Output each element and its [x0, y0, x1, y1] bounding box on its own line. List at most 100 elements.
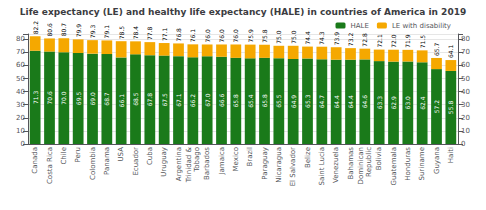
svg-text:20: 20	[461, 114, 470, 122]
svg-text:Bolivia: Bolivia	[375, 147, 383, 170]
svg-text:Guatemala: Guatemala	[390, 147, 398, 186]
svg-text:78.4: 78.4	[132, 26, 139, 40]
svg-text:Costa Rica: Costa Rica	[46, 147, 54, 184]
svg-text:65.8: 65.8	[261, 94, 268, 108]
svg-text:64.9: 64.9	[290, 95, 297, 109]
svg-text:Republic: Republic	[365, 147, 373, 177]
svg-text:70: 70	[16, 48, 25, 56]
svg-text:Mexico: Mexico	[232, 147, 240, 171]
svg-text:Brazil: Brazil	[246, 147, 254, 167]
svg-text:66.2: 66.2	[189, 94, 196, 108]
svg-text:75.8: 75.8	[261, 29, 268, 43]
svg-text:70.0: 70.0	[60, 91, 67, 105]
svg-text:65.8: 65.8	[232, 94, 239, 108]
svg-text:20: 20	[16, 114, 25, 122]
svg-text:75.9: 75.9	[247, 29, 254, 43]
svg-text:55.8: 55.8	[447, 101, 454, 115]
svg-text:65.3: 65.3	[304, 94, 311, 108]
svg-text:Guyana: Guyana	[433, 147, 441, 174]
svg-text:70: 70	[461, 48, 470, 56]
svg-text:63.0: 63.0	[404, 96, 411, 110]
svg-text:67.8: 67.8	[146, 93, 153, 107]
svg-text:70.6: 70.6	[46, 91, 53, 105]
svg-text:10: 10	[461, 127, 470, 135]
svg-text:HALE: HALE	[351, 22, 369, 30]
svg-text:80.7: 80.7	[60, 23, 67, 37]
svg-text:64.4: 64.4	[333, 95, 340, 109]
svg-text:78.5: 78.5	[118, 26, 125, 40]
svg-text:Honduras: Honduras	[404, 147, 412, 181]
svg-text:USA: USA	[117, 147, 125, 162]
svg-text:10: 10	[16, 127, 25, 135]
svg-text:0: 0	[21, 140, 25, 148]
svg-text:77.8: 77.8	[146, 27, 153, 41]
svg-text:62.4: 62.4	[419, 96, 426, 110]
svg-text:Dominican: Dominican	[357, 147, 365, 184]
svg-text:Peru: Peru	[74, 147, 82, 163]
svg-text:63.3: 63.3	[376, 96, 383, 110]
svg-text:Panama: Panama	[103, 147, 111, 175]
svg-text:Canada: Canada	[31, 147, 39, 174]
svg-text:Suriname: Suriname	[418, 147, 426, 181]
svg-text:Argentina: Argentina	[175, 147, 183, 181]
svg-text:73.2: 73.2	[347, 33, 354, 47]
svg-text:Bahamas: Bahamas	[347, 147, 355, 180]
svg-text:LE with disability: LE with disability	[392, 22, 451, 30]
svg-text:Uruguay: Uruguay	[160, 147, 168, 177]
svg-text:Cuba: Cuba	[146, 147, 154, 165]
svg-text:64.6: 64.6	[361, 95, 368, 109]
svg-text:0: 0	[461, 140, 465, 148]
svg-text:80: 80	[461, 35, 470, 43]
svg-text:76.0: 76.0	[204, 29, 211, 43]
svg-text:72.0: 72.0	[390, 34, 397, 48]
svg-text:60: 60	[16, 61, 25, 69]
svg-text:65.5: 65.5	[275, 94, 282, 108]
svg-text:64.4: 64.4	[347, 95, 354, 109]
svg-text:71.3: 71.3	[32, 90, 39, 104]
svg-text:64.7: 64.7	[318, 95, 325, 109]
svg-text:Jamaica: Jamaica	[218, 147, 226, 176]
svg-text:Trinidad &: Trinidad &	[185, 146, 193, 183]
svg-text:El Salvador: El Salvador	[289, 147, 297, 186]
svg-text:Saint Lucia: Saint Lucia	[318, 147, 326, 185]
svg-text:76.1: 76.1	[189, 29, 196, 43]
svg-text:Life expectancy (LE) and healt: Life expectancy (LE) and healthy life ex…	[20, 7, 466, 17]
svg-text:30: 30	[461, 101, 470, 109]
svg-text:Paraguay: Paraguay	[261, 147, 269, 180]
svg-text:71.9: 71.9	[404, 34, 411, 48]
svg-text:79.9: 79.9	[75, 24, 82, 38]
svg-text:75.0: 75.0	[290, 30, 297, 44]
svg-text:71.5: 71.5	[419, 35, 426, 49]
svg-text:74.3: 74.3	[318, 31, 325, 45]
svg-text:72.1: 72.1	[376, 34, 383, 48]
svg-text:Ecuador: Ecuador	[132, 147, 140, 176]
svg-text:Haiti: Haiti	[447, 147, 455, 163]
svg-text:72.8: 72.8	[361, 33, 368, 47]
svg-text:76.8: 76.8	[175, 28, 182, 42]
svg-text:80: 80	[16, 35, 25, 43]
svg-text:65.7: 65.7	[433, 42, 440, 56]
svg-text:82.2: 82.2	[32, 21, 39, 35]
svg-text:50: 50	[16, 75, 25, 83]
svg-text:67.1: 67.1	[175, 93, 182, 107]
svg-text:76.0: 76.0	[232, 29, 239, 43]
svg-text:68.5: 68.5	[132, 92, 139, 106]
svg-text:73.9: 73.9	[333, 32, 340, 46]
svg-text:79.1: 79.1	[103, 25, 110, 39]
svg-text:77.1: 77.1	[161, 27, 168, 41]
svg-text:40: 40	[16, 88, 25, 96]
svg-text:Chile: Chile	[60, 147, 68, 165]
svg-text:68.7: 68.7	[103, 92, 110, 106]
svg-text:80.6: 80.6	[46, 23, 53, 37]
svg-text:74.4: 74.4	[304, 31, 311, 45]
svg-text:Belize: Belize	[304, 147, 312, 168]
svg-text:67.5: 67.5	[161, 93, 168, 107]
svg-text:69.5: 69.5	[75, 92, 82, 106]
svg-text:76.0: 76.0	[218, 29, 225, 43]
svg-text:Colombia: Colombia	[89, 147, 97, 180]
svg-text:Venezuela: Venezuela	[332, 147, 340, 183]
svg-text:Barbados: Barbados	[203, 147, 211, 180]
svg-text:67.0: 67.0	[204, 93, 211, 107]
svg-text:30: 30	[16, 101, 25, 109]
svg-text:64.1: 64.1	[447, 45, 454, 59]
